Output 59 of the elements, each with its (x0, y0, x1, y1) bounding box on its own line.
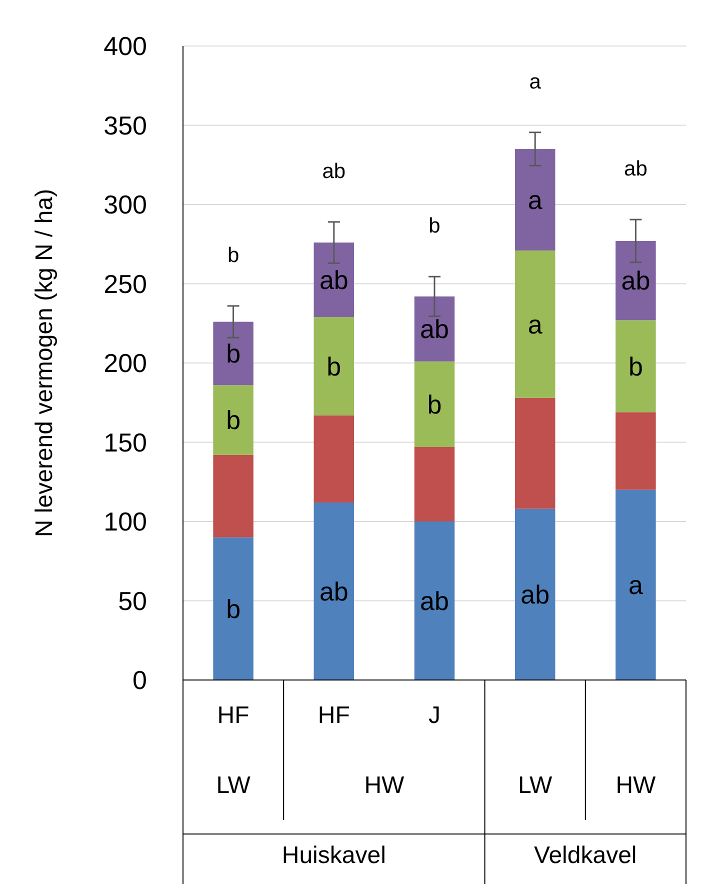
bar (314, 242, 354, 318)
y-tick-label: 350 (104, 110, 147, 140)
bar (414, 447, 455, 522)
bar (616, 412, 656, 490)
data-label: ab (319, 576, 348, 606)
bar (213, 454, 254, 538)
bar (616, 490, 656, 680)
bar (616, 320, 656, 412)
bar (414, 522, 455, 680)
bar (414, 361, 455, 448)
data-label: b (427, 389, 442, 420)
bar (314, 415, 354, 502)
y-tick-label: 300 (104, 190, 147, 220)
y-tick-label: 0 (132, 665, 147, 696)
y-axis-title: N leverend vermogen (kg N / ha) (31, 188, 58, 538)
bar (514, 508, 556, 680)
data-label: ab (621, 266, 650, 296)
text: HW (364, 772, 405, 799)
y-tick-label: 150 (104, 427, 147, 458)
text: LW (216, 772, 251, 799)
data-label: a (528, 184, 543, 215)
y-tick-label: 200 (104, 348, 147, 378)
data-label: b (226, 338, 241, 369)
data-label: b (226, 594, 241, 624)
total-label: ab (624, 158, 648, 181)
data-label: a (628, 570, 644, 600)
data-label: ab (420, 314, 449, 344)
data-label: a (528, 309, 543, 340)
x-tick-label: HF (217, 702, 250, 729)
text: Huiskavel (282, 842, 386, 869)
bar (514, 398, 556, 509)
data-label: b (628, 351, 643, 382)
total-label: ab (322, 160, 346, 183)
bar (213, 537, 254, 680)
text: Veldkavel (534, 842, 637, 869)
y-tick-label: 50 (118, 586, 147, 616)
data-label: b (326, 351, 342, 382)
y-tick-label: 100 (104, 506, 147, 537)
data-label: ab (520, 580, 550, 610)
bar (414, 296, 455, 362)
total-label: b (428, 214, 440, 238)
y-tick-label: 400 (104, 31, 147, 62)
bar (213, 322, 254, 386)
bar (213, 385, 254, 455)
y-tick-label: 250 (104, 268, 147, 299)
bar (616, 240, 656, 320)
bar (514, 149, 556, 250)
bar (314, 317, 354, 416)
x-tick-label: J (428, 702, 440, 729)
text: LW (518, 772, 553, 799)
total-label: b (227, 244, 240, 267)
bar (314, 502, 354, 680)
data-label: b (226, 405, 241, 436)
x-tick-label: HF (318, 702, 350, 729)
text: HW (616, 772, 656, 799)
bar (514, 250, 556, 398)
total-label: a (529, 70, 542, 94)
data-label: ab (319, 264, 348, 295)
data-label: ab (420, 586, 449, 616)
